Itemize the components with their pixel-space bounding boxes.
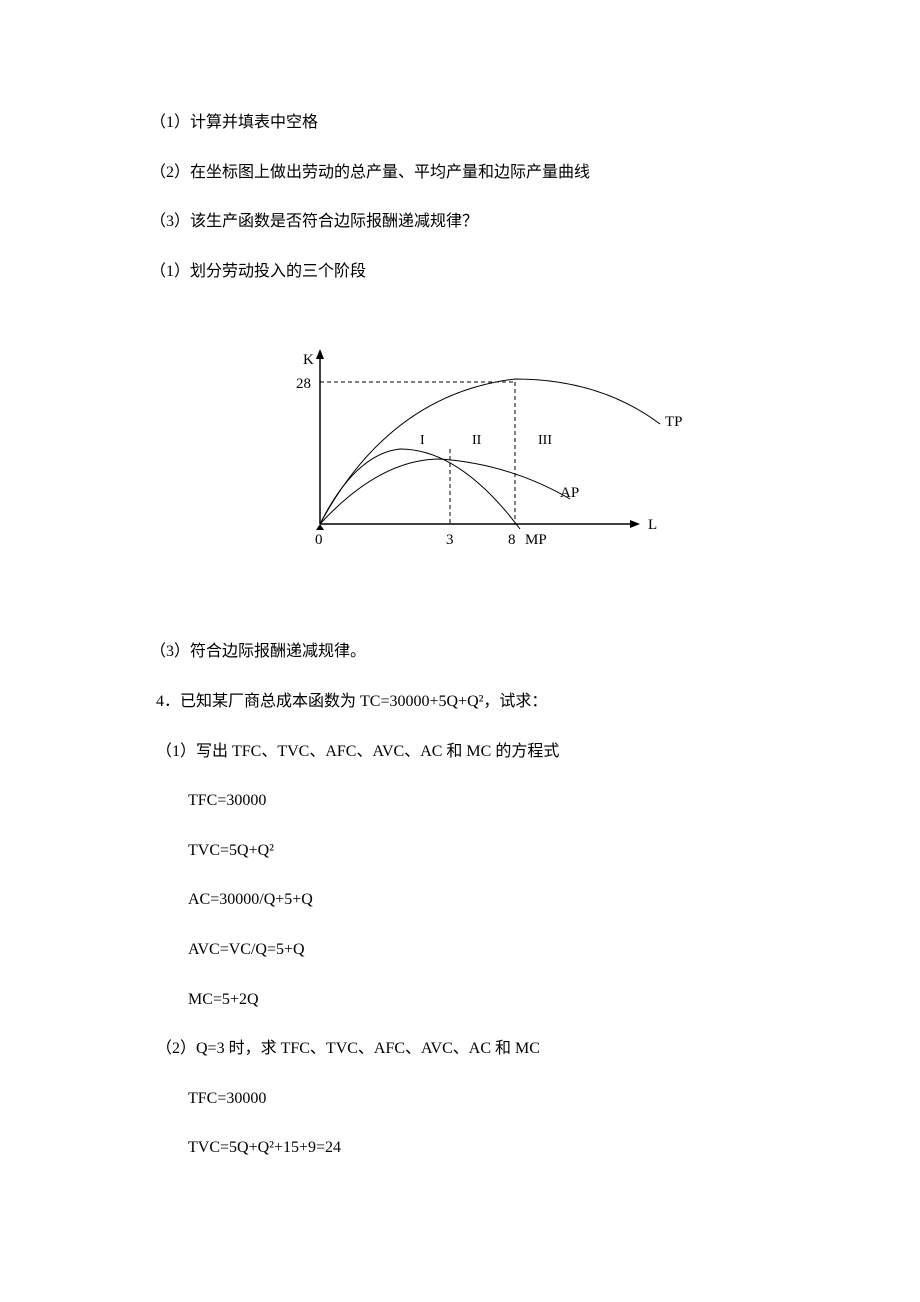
question-2: （2）在坐标图上做出劳动的总产量、平均产量和边际产量曲线 bbox=[150, 160, 770, 186]
x-tick-3: 3 bbox=[446, 532, 454, 548]
x-axis-label: L bbox=[648, 517, 657, 533]
problem-4-part1-prompt: （1）写出 TFC、TVC、AFC、AVC、AC 和 MC 的方程式 bbox=[150, 739, 770, 765]
answer-3: （3）符合边际报酬递减规律。 bbox=[150, 639, 770, 665]
question-4: （1）划分劳动投入的三个阶段 bbox=[150, 259, 770, 285]
eq-mc: MC=5+2Q bbox=[150, 987, 770, 1013]
question-1: （1）计算并填表中空格 bbox=[150, 110, 770, 136]
eq-tfc: TFC=30000 bbox=[150, 788, 770, 814]
region-3: III bbox=[538, 433, 552, 448]
eq-tvc: TVC=5Q+Q² bbox=[150, 838, 770, 864]
problem-4-intro: 4．已知某厂商总成本函数为 TC=30000+5Q+Q²，试求： bbox=[150, 689, 770, 715]
mp-label: MP bbox=[525, 532, 547, 548]
region-1: I bbox=[420, 433, 425, 448]
production-chart: K 28 L 0 3 8 TP AP MP I II III bbox=[260, 344, 700, 559]
y-axis-label: K bbox=[303, 352, 314, 368]
x-tick-8: 8 bbox=[508, 532, 516, 548]
question-3: （3）该生产函数是否符合边际报酬递减规律？ bbox=[150, 209, 770, 235]
eq-avc: AVC=VC/Q=5+Q bbox=[150, 937, 770, 963]
eq2-tvc: TVC=5Q+Q²+15+9=24 bbox=[150, 1135, 770, 1161]
problem-4-part2-prompt: （2）Q=3 时，求 TFC、TVC、AFC、AVC、AC 和 MC bbox=[150, 1036, 770, 1062]
eq-ac: AC=30000/Q+5+Q bbox=[150, 887, 770, 913]
y-tick-28: 28 bbox=[296, 376, 311, 392]
eq2-tfc: TFC=30000 bbox=[150, 1086, 770, 1112]
ap-label: AP bbox=[560, 485, 579, 501]
tp-label: TP bbox=[665, 414, 683, 430]
origin-label: 0 bbox=[315, 532, 323, 548]
region-2: II bbox=[472, 433, 482, 448]
